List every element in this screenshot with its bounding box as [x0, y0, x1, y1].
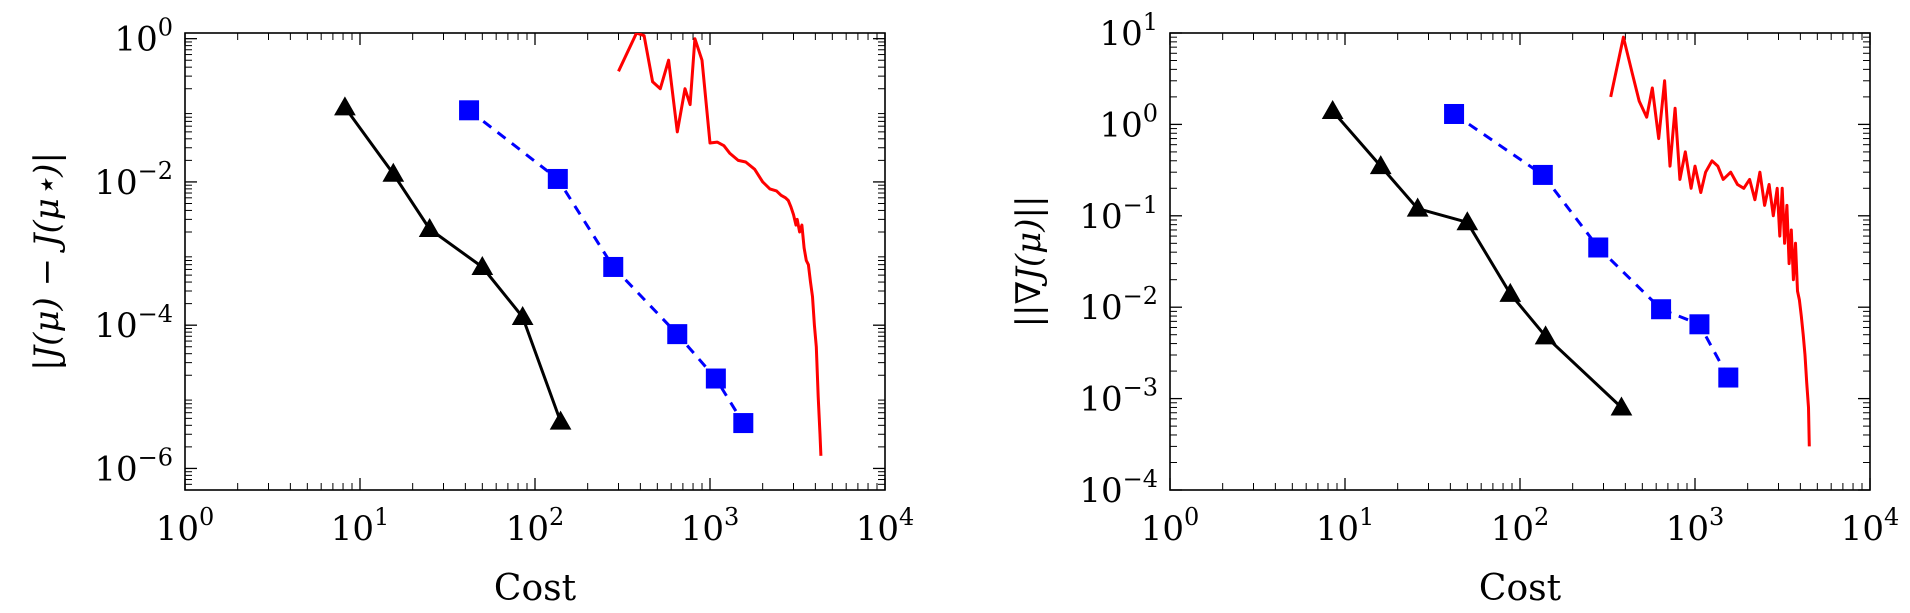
plot-frame	[184, 32, 886, 491]
y-axis-label: |J(μ) − J(μ⋆)|	[27, 152, 67, 371]
series-line-0	[343, 106, 563, 423]
triangle-marker	[1406, 197, 1429, 217]
y-tick-label: 101	[1099, 8, 1158, 54]
x-tick-label: 101	[331, 503, 390, 549]
series-line-1	[1453, 112, 1730, 379]
triangle-marker	[418, 218, 441, 238]
x-tick-label: 103	[681, 503, 740, 549]
triangle-marker	[1499, 282, 1522, 302]
square-marker	[459, 100, 480, 121]
square-marker	[733, 413, 754, 434]
triangle-marker	[382, 162, 405, 182]
y-tick-label: 10−6	[94, 443, 173, 489]
y-tick-label: 100	[114, 14, 173, 60]
y-tick-label: 100	[1099, 99, 1158, 145]
square-marker	[1444, 103, 1465, 124]
square-marker	[547, 168, 568, 189]
plot-frame	[1169, 32, 1871, 491]
square-marker	[667, 324, 688, 345]
square-marker	[1588, 237, 1609, 258]
x-tick-label: 102	[1491, 503, 1550, 549]
series-line-2	[617, 33, 823, 456]
square-marker	[1532, 164, 1553, 185]
x-tick-label: 103	[1666, 503, 1725, 549]
x-tick-label: 100	[1141, 503, 1200, 549]
left-plot-panel: 100 101 102 103 104 100 10−2 10−4 10−6 Cost |J(μ) …	[27, 14, 914, 609]
square-marker	[705, 368, 726, 389]
y-tick-label: 10−3	[1079, 374, 1158, 420]
triangle-marker	[1534, 325, 1557, 345]
triangle-marker	[334, 96, 356, 116]
series-line-2	[1609, 35, 1811, 447]
triangle-marker	[549, 410, 572, 430]
y-tick-label: 10−4	[1079, 465, 1158, 511]
right-plot-panel: 100 101 102 103 104 101 100 10−1 10−2 10−3 10−4 Cos…	[1009, 8, 1899, 609]
x-tick-label: 104	[856, 503, 915, 549]
triangle-marker	[471, 255, 494, 275]
triangle-marker	[1321, 100, 1344, 120]
x-tick-label: 104	[1841, 503, 1900, 549]
y-tick-label: 10−2	[94, 157, 173, 203]
x-tick-label: 102	[506, 503, 565, 549]
triangle-marker	[1456, 211, 1479, 231]
x-axis-label: Cost	[494, 568, 577, 609]
series-line-0	[1331, 110, 1623, 409]
square-marker	[1718, 367, 1739, 388]
square-marker	[603, 256, 624, 277]
x-axis-label: Cost	[1479, 568, 1562, 609]
square-marker	[1689, 314, 1710, 335]
y-axis-label: ||∇J(μ)||	[1009, 196, 1049, 328]
triangle-marker	[1610, 396, 1633, 416]
triangle-marker	[1369, 155, 1392, 175]
x-tick-label: 100	[156, 503, 215, 549]
series-line-1	[468, 109, 745, 424]
y-tick-label: 10−1	[1079, 191, 1158, 237]
y-tick-label: 10−4	[94, 300, 173, 346]
square-marker	[1651, 299, 1672, 320]
triangle-marker	[511, 306, 534, 326]
x-tick-label: 101	[1316, 503, 1375, 549]
y-tick-label: 10−2	[1079, 282, 1158, 328]
